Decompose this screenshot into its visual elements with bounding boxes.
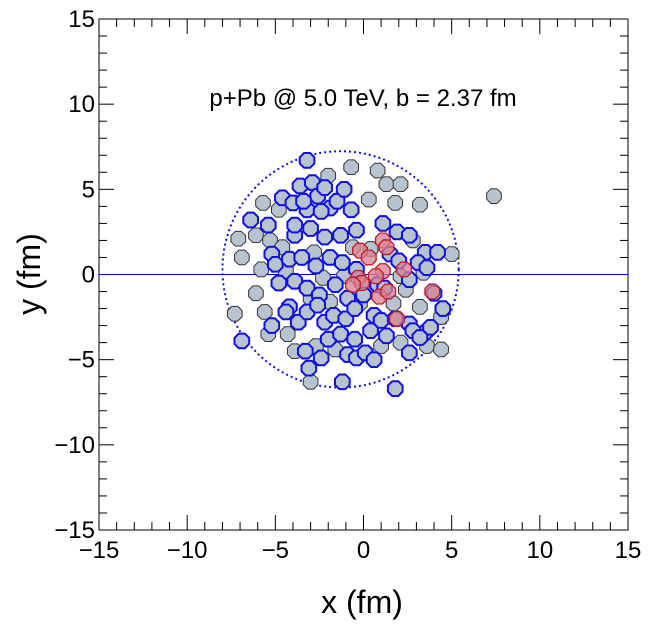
y-tick-label: 15 bbox=[68, 6, 95, 33]
y-tick-label: −10 bbox=[54, 432, 95, 459]
participant-nucleon-point bbox=[296, 342, 314, 360]
participant-nucleon-point bbox=[309, 296, 326, 314]
participant-nucleon-point bbox=[277, 303, 295, 321]
participant-nucleon-point bbox=[295, 192, 312, 210]
participant-nucleon-point bbox=[298, 152, 316, 169]
spectator-nucleon-point bbox=[248, 285, 264, 302]
proton-nucleon-point bbox=[396, 261, 413, 278]
participant-nucleon-point bbox=[316, 179, 334, 196]
spectator-nucleon-point bbox=[412, 299, 428, 315]
participant-nucleon-point bbox=[270, 274, 288, 292]
participant-nucleon-point bbox=[300, 359, 318, 377]
participant-nucleon-point bbox=[365, 351, 383, 368]
spectator-nucleon-point bbox=[343, 159, 359, 176]
participant-nucleon-point bbox=[293, 249, 311, 266]
proton-nucleon-point bbox=[424, 283, 441, 300]
participant-nucleon-point bbox=[286, 272, 304, 290]
spectator-nucleon-point bbox=[443, 246, 460, 262]
participant-nucleon-point bbox=[388, 223, 406, 241]
participant-nucleon-point bbox=[332, 226, 349, 244]
proton-nucleon-point bbox=[378, 239, 395, 256]
participant-nucleon-point bbox=[335, 181, 353, 198]
y-tick-label: −5 bbox=[68, 347, 95, 374]
participant-nucleon-point bbox=[298, 279, 316, 297]
participant-nucleon-point bbox=[334, 254, 351, 271]
spectator-nucleon-point bbox=[433, 341, 449, 358]
spectator-nucleon-point bbox=[230, 230, 247, 247]
spectator-nucleon-point bbox=[378, 176, 395, 193]
participant-nucleon-point bbox=[332, 325, 349, 343]
participant-nucleon-point bbox=[316, 228, 334, 246]
participant-nucleon-point bbox=[418, 259, 436, 277]
participant-nucleon-point bbox=[267, 255, 284, 273]
participant-nucleon-point bbox=[429, 244, 446, 261]
participant-nucleon-point bbox=[422, 318, 439, 336]
y-tick-label: 5 bbox=[82, 176, 95, 203]
spectator-nucleon-point bbox=[253, 261, 270, 278]
x-tick-label: −10 bbox=[167, 537, 208, 564]
participant-nucleon-point bbox=[334, 373, 351, 391]
x-tick-label: 5 bbox=[445, 537, 458, 564]
spectator-nucleon-point bbox=[392, 176, 409, 193]
x-tick-label: 10 bbox=[526, 537, 553, 564]
proton-nucleon-point bbox=[389, 310, 405, 327]
spectator-nucleon-point bbox=[226, 305, 243, 322]
participant-nucleon-point bbox=[386, 380, 404, 397]
tick-labels-layer: −15 −10 −5 0 5 10 15 −15 −10 −5 0 5 10 15 bbox=[54, 6, 641, 564]
x-tick-label: 0 bbox=[357, 537, 370, 564]
participant-nucleon-point bbox=[401, 226, 418, 244]
y-tick-label: 10 bbox=[68, 91, 95, 118]
participant-nucleon-point bbox=[346, 300, 364, 317]
spectator-nucleon-point bbox=[234, 249, 250, 266]
spectator-nucleon-point bbox=[486, 188, 502, 204]
participant-nucleon-point bbox=[263, 317, 281, 334]
spectator-nucleon-point bbox=[248, 227, 264, 244]
participant-nucleon-point bbox=[286, 216, 304, 234]
participant-nucleon-point bbox=[348, 221, 365, 239]
participant-nucleon-point bbox=[346, 330, 364, 348]
collision-annotation: p+Pb @ 5.0 TeV, b = 2.37 fm bbox=[209, 85, 516, 112]
proton-nucleon-point bbox=[380, 283, 397, 300]
participant-nucleon-point bbox=[312, 203, 330, 220]
spectator-nucleon-point bbox=[255, 195, 271, 211]
x-axis-title: x (fm) bbox=[321, 584, 403, 620]
x-tick-label: −15 bbox=[79, 537, 120, 564]
participant-nucleon-point bbox=[233, 332, 251, 350]
spectator-nucleon-point bbox=[302, 373, 319, 390]
participant-nucleon-point bbox=[401, 344, 418, 362]
y-tick-label: 0 bbox=[82, 262, 95, 289]
spectator-nucleon-point bbox=[412, 196, 428, 213]
spectator-nucleon-point bbox=[256, 304, 273, 320]
spectator-nucleon-point bbox=[369, 162, 386, 179]
proton-nucleon-point bbox=[360, 249, 377, 266]
participant-nucleon-point bbox=[378, 327, 395, 345]
y-tick-label: −15 bbox=[54, 517, 95, 544]
participant-nucleon-point bbox=[325, 307, 342, 324]
participant-nucleon-point bbox=[242, 211, 259, 229]
spectator-nucleon-point bbox=[360, 191, 377, 208]
x-tick-label: 15 bbox=[615, 537, 642, 564]
y-axis-title: y (fm) bbox=[11, 233, 47, 315]
spectator-nucleon-point bbox=[279, 326, 296, 342]
nucleon-points-layer bbox=[226, 152, 502, 397]
participant-nucleon-point bbox=[326, 276, 344, 294]
participant-nucleon-point bbox=[374, 215, 392, 232]
participant-nucleon-point bbox=[321, 249, 339, 266]
spectator-nucleon-point bbox=[387, 195, 404, 211]
participant-nucleon-point bbox=[312, 349, 330, 367]
participant-nucleon-point bbox=[342, 201, 360, 219]
proton-nucleon-point bbox=[344, 276, 361, 293]
participant-nucleon-point bbox=[259, 216, 277, 234]
participant-nucleon-point bbox=[434, 300, 452, 317]
participant-nucleon-point bbox=[307, 257, 325, 275]
x-tick-label: −5 bbox=[262, 537, 289, 564]
proton-nucleon-point bbox=[367, 268, 384, 285]
participant-nucleon-point bbox=[362, 322, 379, 340]
participant-nucleon-point bbox=[302, 220, 319, 237]
